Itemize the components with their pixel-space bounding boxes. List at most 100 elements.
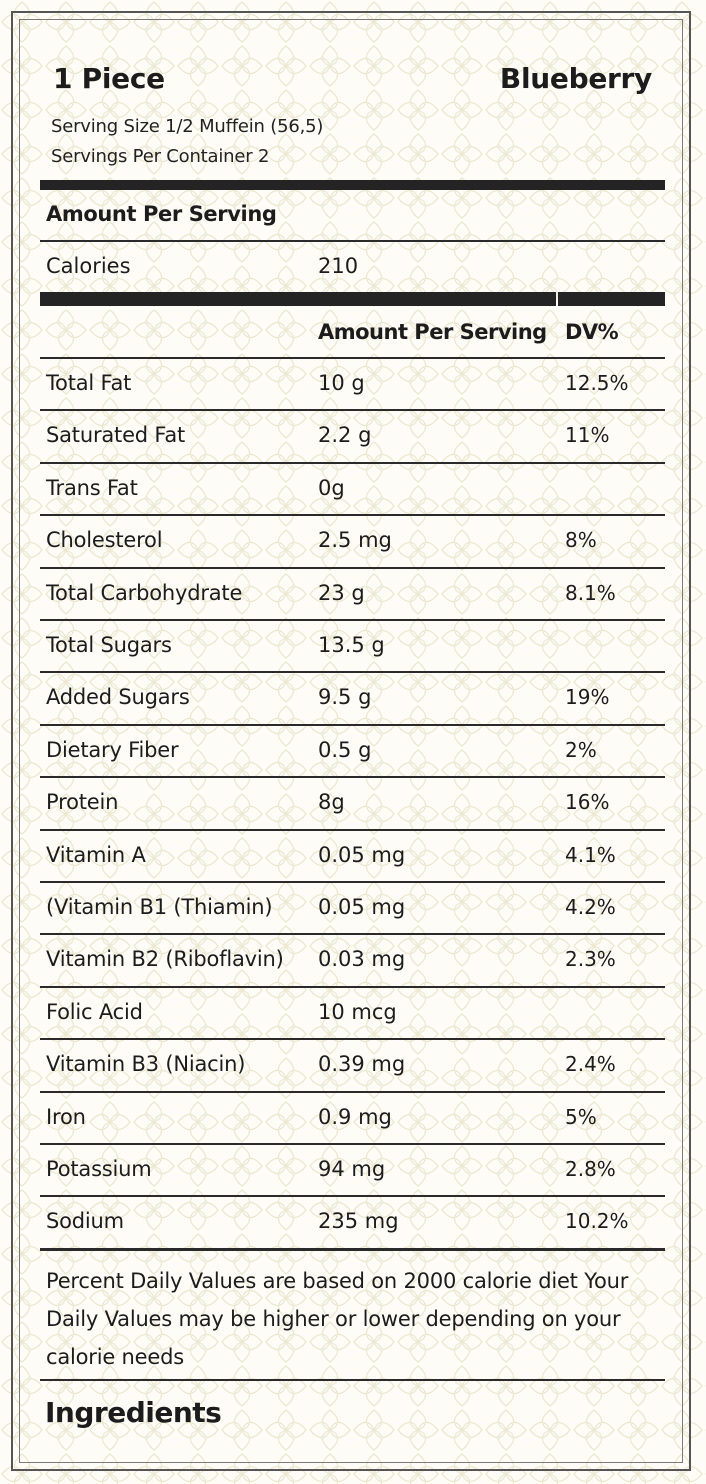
portion-title: 1 Piece [53,62,165,95]
nutrient-name: Added Sugars [46,685,190,709]
nutrient-name: Cholesterol [46,528,163,552]
ingredients-heading: Ingredients [45,1396,222,1429]
nutrient-name: Trans Fat [46,476,138,500]
nutrient-row: Iron 0.9 mg 5% [0,1093,706,1145]
divider [40,776,665,778]
nutrient-row: Trans Fat 0g [0,464,706,516]
nutrient-dv: 16% [565,790,610,814]
divider [40,1091,665,1093]
servings-per-container: Servings Per Container 2 [51,146,270,167]
divider [40,240,665,242]
nutrient-row: Saturated Fat 2.2 g 11% [0,411,706,463]
divider [40,724,665,726]
nutrient-name: Vitamin A [46,843,146,867]
amount-per-serving-heading: Amount Per Serving [46,202,277,226]
nutrient-amount: 0g [318,476,345,500]
nutrient-name: Sodium [46,1209,124,1233]
nutrient-name: Dietary Fiber [46,738,179,762]
daily-values-footnote: Percent Daily Values are based on 2000 c… [46,1269,629,1369]
nutrient-row: Cholesterol 2.5 mg 8% [0,516,706,568]
calories-label: Calories [46,254,131,278]
nutrient-row: Total Fat 10 g 12.5% [0,359,706,411]
nutrient-dv: 8% [565,528,597,552]
nutrient-amount: 0.5 g [318,738,372,762]
divider [40,933,665,935]
nutrient-row: Sodium 235 mg 10.2% [0,1197,706,1249]
divider [40,409,665,411]
nutrient-row: Protein 8g 16% [0,778,706,830]
thick-divider-calories [40,292,556,306]
nutrient-row: Folic Acid 10 mcg [0,988,706,1040]
flavor-title: Blueberry [499,62,652,95]
serving-size: Serving Size 1/2 Muffein (56,5) [51,116,324,137]
column-header-amount: Amount Per Serving [318,320,547,344]
nutrient-row: Total Carbohydrate 23 g 8.1% [0,569,706,621]
divider [40,619,665,621]
nutrient-row: Vitamin B2 (Riboflavin) 0.03 mg 2.3% [0,935,706,987]
nutrient-name: Potassium [46,1157,152,1181]
nutrient-name: Vitamin B2 (Riboflavin) [46,947,284,971]
nutrient-name: Protein [46,790,119,814]
nutrient-dv: 10.2% [565,1209,629,1233]
nutrient-amount: 94 mg [318,1157,386,1181]
nutrient-row: Vitamin B3 (Niacin) 0.39 mg 2.4% [0,1040,706,1092]
nutrient-dv: 19% [565,685,610,709]
nutrient-dv: 2% [565,738,597,762]
nutrient-dv: 2.4% [565,1052,616,1076]
divider [40,462,665,464]
nutrient-name: Total Sugars [46,633,172,657]
nutrient-row: Total Sugars 13.5 g [0,621,706,673]
nutrient-dv: 11% [565,423,610,447]
nutrient-dv: 2.3% [565,947,616,971]
nutrient-name: Vitamin B3 (Niacin) [46,1052,246,1076]
nutrient-name: Saturated Fat [46,423,186,447]
inner-border [19,19,683,1463]
nutrient-dv: 12.5% [565,371,629,395]
divider [40,986,665,988]
nutrient-amount: 2.5 mg [318,528,392,552]
divider-bottom [40,1248,665,1251]
nutrient-name: Total Fat [46,371,132,395]
divider [40,829,665,831]
nutrient-amount: 0.9 mg [318,1105,392,1129]
nutrient-name: Total Carbohydrate [46,581,243,605]
nutrient-dv: 5% [565,1105,597,1129]
nutrient-amount: 9.5 g [318,685,372,709]
nutrient-amount: 10 g [318,371,365,395]
outer-border [11,11,691,1471]
divider [40,1038,665,1040]
thick-divider-top [40,180,665,190]
thick-divider-calories-dv [558,292,665,306]
nutrient-amount: 0.05 mg [318,895,406,919]
divider [40,1143,665,1145]
nutrient-dv: 8.1% [565,581,616,605]
nutrient-amount: 0.03 mg [318,947,406,971]
divider [40,671,665,673]
nutrient-amount: 10 mcg [318,1000,397,1024]
nutrient-amount: 235 mg [318,1209,399,1233]
nutrient-amount: 0.05 mg [318,843,406,867]
nutrient-row: (Vitamin B1 (Thiamin) 0.05 mg 4.2% [0,883,706,935]
divider [40,1379,665,1381]
nutrient-row: Dietary Fiber 0.5 g 2% [0,726,706,778]
nutrient-amount: 8g [318,790,345,814]
nutrient-dv: 4.2% [565,895,616,919]
nutrient-name: Iron [46,1105,86,1129]
divider [40,357,665,359]
nutrient-row: Vitamin A 0.05 mg 4.1% [0,831,706,883]
nutrient-amount: 23 g [318,581,365,605]
divider [40,881,665,883]
calories-value: 210 [318,254,359,278]
nutrient-amount: 2.2 g [318,423,372,447]
nutrient-row: Added Sugars 9.5 g 19% [0,673,706,725]
nutrient-name: (Vitamin B1 (Thiamin) [46,895,273,919]
column-header-dv: DV% [565,320,619,344]
nutrient-dv: 2.8% [565,1157,616,1181]
divider [40,514,665,516]
nutrient-amount: 13.5 g [318,633,385,657]
nutrient-name: Folic Acid [46,1000,143,1024]
divider [40,567,665,569]
nutrient-row: Potassium 94 mg 2.8% [0,1145,706,1197]
